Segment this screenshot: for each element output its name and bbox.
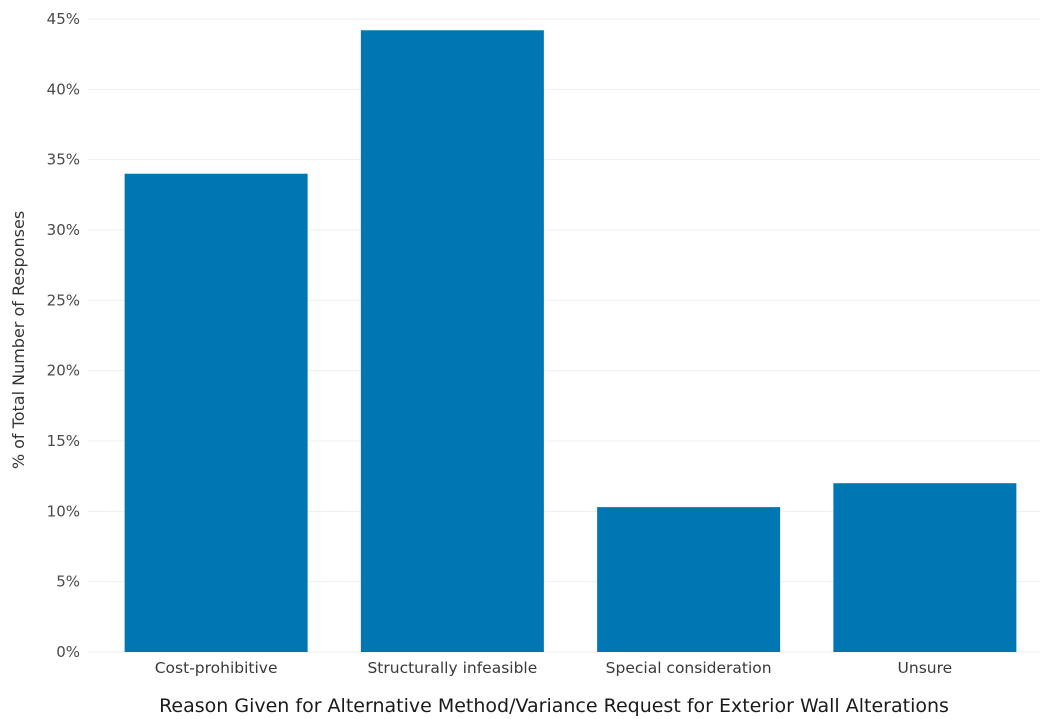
y-tick-label: 15% [47,432,80,450]
bar-structurally-infeasible [360,30,544,652]
y-tick-label: 40% [47,80,80,98]
bar-cost-prohibitive [124,173,308,652]
y-tick-label: 35% [47,151,80,169]
y-tick-label: 30% [47,221,80,239]
y-tick-label: 5% [56,573,80,591]
x-category-label: Cost-prohibitive [155,659,278,677]
x-category-label: Structurally infeasible [367,659,537,677]
y-tick-label: 45% [47,10,80,28]
y-tick-label: 25% [47,291,80,309]
y-axis-title: % of Total Number of Responses [9,211,28,469]
x-category-labels: Cost-prohibitive Structurally infeasible S… [155,659,952,677]
x-category-label: Special consideration [606,659,772,677]
bars [124,30,1017,652]
bar-special-consideration [597,507,781,652]
x-axis-title: Reason Given for Alternative Method/Vari… [159,695,949,717]
y-tick-label: 0% [56,643,80,661]
y-tick-labels: 0% 5% 10% 15% 20% 25% 30% 35% 40% 45% [47,10,80,661]
y-tick-label: 20% [47,362,80,380]
x-category-label: Unsure [898,659,953,677]
bar-unsure [833,483,1017,652]
y-tick-label: 10% [47,502,80,520]
